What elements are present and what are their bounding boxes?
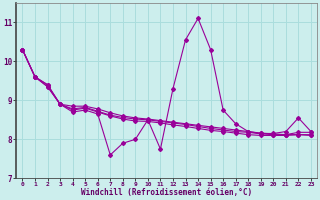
- X-axis label: Windchill (Refroidissement éolien,°C): Windchill (Refroidissement éolien,°C): [81, 188, 252, 197]
